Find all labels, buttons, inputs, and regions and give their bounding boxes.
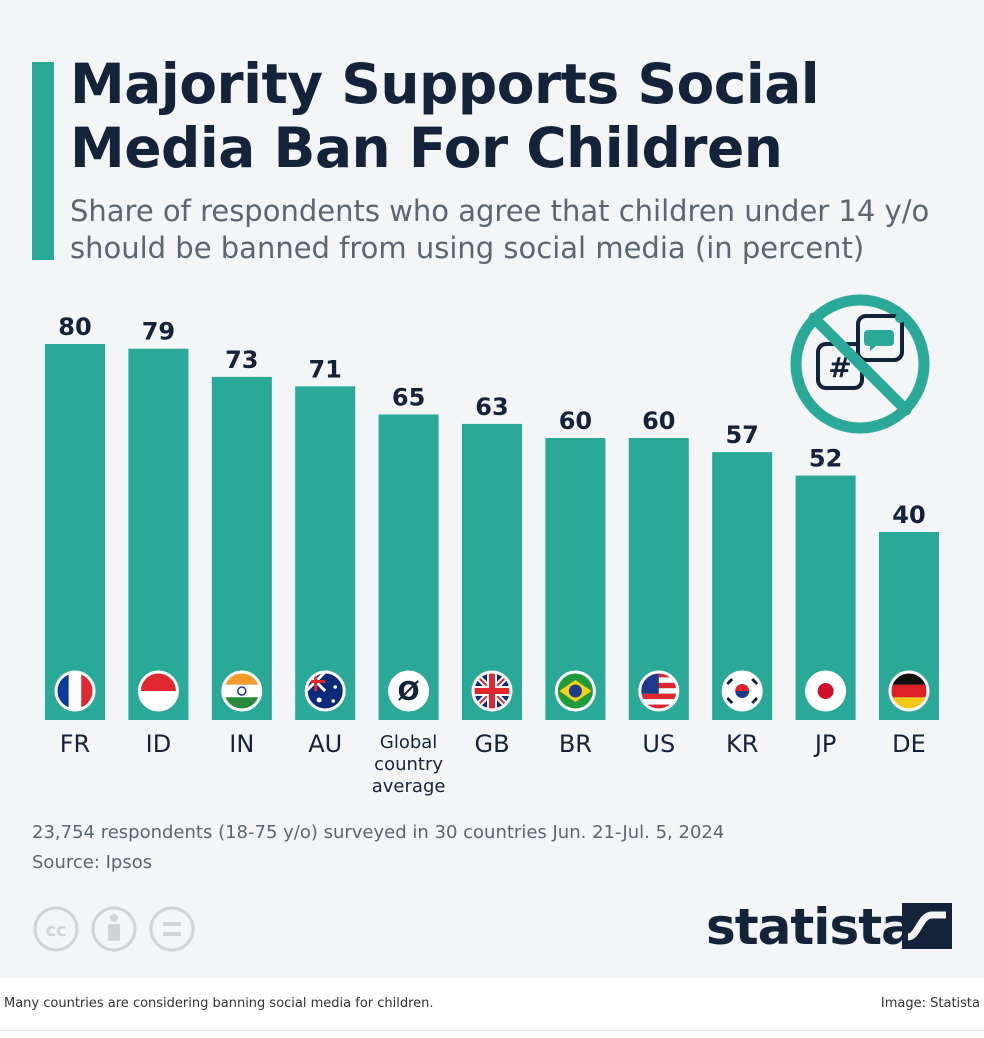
- bar-0: [45, 344, 105, 720]
- category-label-6: BR: [559, 730, 592, 758]
- image-caption: Many countries are considering banning s…: [4, 996, 434, 1011]
- flag-japan-icon: [805, 670, 847, 712]
- value-label-0: 80: [58, 313, 91, 341]
- chart-subtitle: Share of respondents who agree that chil…: [70, 194, 930, 265]
- svg-text:cc: cc: [45, 920, 66, 941]
- value-label-5: 63: [475, 393, 508, 421]
- flag-korea-icon: [721, 670, 763, 712]
- chart-title: Majority Supports Social Media Ban For C…: [70, 52, 820, 180]
- category-label-2: IN: [229, 730, 254, 758]
- flag-indonesia-icon: [137, 670, 179, 712]
- bar-4: [378, 414, 439, 720]
- category-label-0: FR: [60, 730, 90, 758]
- value-label-4: 65: [392, 384, 425, 412]
- value-label-3: 71: [308, 355, 341, 383]
- flag-australia-icon: [304, 670, 346, 712]
- svg-text:Ø: Ø: [398, 677, 420, 707]
- category-label-10: DE: [892, 730, 926, 758]
- flag-uk-icon: [471, 670, 513, 712]
- bar-2: [211, 376, 272, 720]
- category-label-8: KR: [726, 730, 758, 758]
- value-label-7: 60: [642, 407, 675, 435]
- value-label-2: 73: [225, 346, 258, 374]
- flag-france-icon: [54, 670, 96, 712]
- flag-india-icon: [221, 670, 263, 712]
- category-label-1: ID: [146, 730, 172, 758]
- cc-icon[interactable]: cc: [33, 906, 79, 952]
- infographic-card: Majority Supports Social Media Ban For C…: [0, 0, 984, 978]
- statista-wordmark[interactable]: statista: [706, 898, 915, 956]
- value-label-6: 60: [559, 407, 592, 435]
- social-media-ban-icon: #: [790, 294, 930, 434]
- divider: [0, 1030, 984, 1031]
- flag-brazil-icon: [554, 670, 596, 712]
- attribution-icon[interactable]: [91, 906, 137, 952]
- title-accent-bar: [32, 62, 54, 260]
- value-label-1: 79: [142, 318, 175, 346]
- bar-3: [295, 386, 356, 720]
- svg-text:#: #: [828, 351, 851, 384]
- category-label-4-line-0: Global: [380, 732, 437, 753]
- flag-usa-icon: [638, 670, 680, 712]
- category-label-3: AU: [308, 730, 342, 758]
- survey-note: 23,754 respondents (18-75 y/o) surveyed …: [32, 822, 725, 843]
- value-label-10: 40: [892, 501, 925, 529]
- category-label-7: US: [642, 730, 675, 758]
- statista-logo-icon[interactable]: [902, 903, 952, 949]
- category-label-9: JP: [813, 730, 837, 758]
- average-symbol-icon: Ø: [388, 670, 430, 712]
- category-label-5: GB: [474, 730, 509, 758]
- bar-1: [128, 348, 189, 720]
- category-label-4-line-1: country: [374, 754, 443, 775]
- category-label-4-line-2: average: [372, 776, 446, 797]
- value-label-9: 52: [809, 445, 842, 473]
- image-credit: Image: Statista: [880, 996, 980, 1011]
- flag-germany-icon: [888, 670, 930, 712]
- source-line: Source: Ipsos: [32, 852, 153, 873]
- no-derivatives-icon[interactable]: [149, 906, 195, 952]
- license-icons: cc: [33, 906, 195, 952]
- value-label-8: 57: [725, 421, 758, 449]
